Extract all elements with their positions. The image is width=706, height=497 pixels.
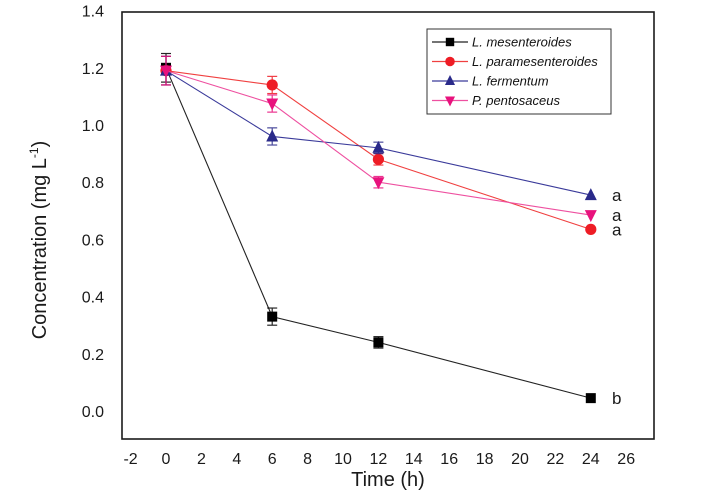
significance-letter: a bbox=[612, 186, 622, 205]
y-tick-label: 1.4 bbox=[82, 4, 104, 21]
x-tick-label: 10 bbox=[334, 451, 352, 468]
data-point bbox=[267, 311, 278, 322]
legend-item: L. paramesenteroides bbox=[432, 54, 598, 69]
x-tick-label: -2 bbox=[123, 451, 137, 468]
x-tick-label: 24 bbox=[582, 451, 600, 468]
x-tick-label: 8 bbox=[303, 451, 312, 468]
x-tick-label: 0 bbox=[162, 451, 171, 468]
data-point bbox=[372, 153, 384, 165]
significance-letter: b bbox=[612, 389, 621, 408]
y-axis-title-main: Concentration (mg L bbox=[29, 158, 51, 339]
significance-letter: a bbox=[612, 220, 622, 239]
series-line bbox=[165, 70, 591, 230]
legend-label: L. fermentum bbox=[472, 74, 549, 89]
y-tick-label: 0.8 bbox=[82, 175, 104, 192]
y-axis-title-superscript: -1 bbox=[27, 147, 41, 158]
data-point bbox=[584, 210, 597, 223]
y-tick-label: 0.0 bbox=[82, 404, 104, 421]
x-tick-label: 2 bbox=[197, 451, 206, 468]
y-axis-title-close: ) bbox=[29, 141, 51, 148]
data-point bbox=[266, 129, 279, 142]
x-tick-label: 6 bbox=[268, 451, 277, 468]
series-p-pentosaceus bbox=[160, 55, 597, 223]
y-tick-label: 1.2 bbox=[82, 61, 104, 78]
x-axis-title: Time (h) bbox=[351, 469, 425, 491]
data-point bbox=[266, 79, 278, 91]
legend-box bbox=[426, 28, 612, 115]
legend-marker bbox=[445, 56, 455, 67]
series-layer bbox=[160, 52, 597, 404]
legend-label: L. paramesenteroides bbox=[472, 54, 598, 69]
x-tick-label: 22 bbox=[547, 451, 565, 468]
legend-label: P. pentosaceus bbox=[472, 93, 560, 108]
series-line bbox=[165, 67, 591, 399]
y-tick-label: 1.0 bbox=[82, 118, 104, 135]
data-point bbox=[160, 65, 172, 78]
y-axis-tick-labels: 0.0 0.2 0.4 0.6 0.8 1.0 1.2 1.4 bbox=[82, 4, 104, 421]
legend-marker bbox=[444, 96, 456, 107]
x-tick-label: 16 bbox=[440, 451, 458, 468]
x-tick-label: 4 bbox=[232, 451, 241, 468]
data-point bbox=[584, 188, 597, 201]
legend-label: L. mesenteroides bbox=[472, 35, 572, 50]
annotations: b aaa bbox=[612, 186, 622, 408]
legend-item: P. pentosaceus bbox=[432, 93, 560, 108]
plot-frame bbox=[121, 11, 655, 440]
data-point bbox=[266, 98, 279, 111]
y-tick-label: 0.2 bbox=[82, 347, 104, 364]
legend-item: L. mesenteroides bbox=[432, 35, 572, 50]
x-axis-tick-labels: -2 0 2 4 6 8 10 12 14 16 18 20 22 24 26 bbox=[123, 451, 635, 468]
y-tick-label: 0.6 bbox=[82, 232, 104, 249]
x-tick-label: 14 bbox=[405, 451, 423, 468]
legend-marker bbox=[444, 74, 456, 86]
x-tick-label: 18 bbox=[476, 451, 494, 468]
series-line bbox=[165, 70, 591, 196]
data-point bbox=[373, 337, 384, 348]
legend-marker bbox=[445, 37, 455, 47]
legend-item: L. fermentum bbox=[432, 74, 549, 89]
x-tick-label: 12 bbox=[370, 451, 388, 468]
legend: L. mesenteroides L. paramesenteroides L. f… bbox=[426, 28, 612, 115]
x-tick-label: 26 bbox=[617, 451, 635, 468]
x-tick-label: 20 bbox=[511, 451, 529, 468]
data-point bbox=[585, 223, 597, 235]
y-tick-label: 0.4 bbox=[82, 290, 104, 307]
data-point bbox=[372, 177, 385, 190]
data-point bbox=[372, 140, 385, 153]
y-axis-title: Concentration (mg L-1) bbox=[27, 141, 51, 340]
data-point bbox=[585, 393, 596, 404]
series-line bbox=[165, 70, 591, 216]
significance-letter: a bbox=[612, 206, 622, 225]
